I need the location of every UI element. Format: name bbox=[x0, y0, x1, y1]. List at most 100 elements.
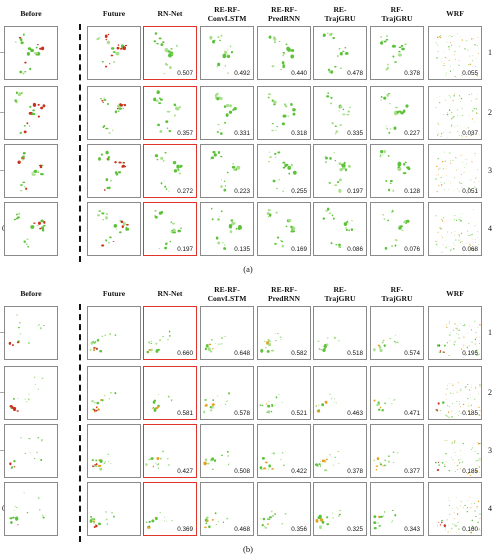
echo-blob bbox=[382, 214, 384, 215]
echo-blob bbox=[268, 518, 271, 519]
echo-blob bbox=[162, 336, 164, 337]
radar-map bbox=[5, 367, 57, 419]
echo-blob bbox=[16, 315, 17, 316]
echo-blob bbox=[27, 52, 30, 56]
echo-blob bbox=[102, 336, 103, 337]
echo-blob bbox=[479, 460, 480, 461]
echo-blob bbox=[22, 182, 25, 184]
echo-blob bbox=[445, 529, 446, 530]
echo-blob bbox=[28, 438, 30, 439]
echo-blob bbox=[460, 36, 461, 37]
echo-blob bbox=[478, 354, 479, 355]
echo-blob bbox=[318, 409, 320, 411]
echo-blob bbox=[454, 215, 455, 216]
echo-blob bbox=[146, 522, 148, 523]
echo-blob bbox=[20, 437, 21, 438]
echo-blob bbox=[102, 219, 103, 220]
echo-blob bbox=[211, 339, 213, 341]
echo-blob bbox=[98, 157, 101, 161]
echo-blob bbox=[331, 242, 333, 244]
echo-blob bbox=[453, 69, 454, 70]
echo-blob bbox=[31, 172, 33, 173]
echo-blob bbox=[445, 247, 446, 248]
echo-blob bbox=[455, 455, 456, 456]
echo-blob bbox=[440, 177, 441, 178]
echo-blob bbox=[344, 162, 346, 164]
echo-blob bbox=[454, 442, 455, 443]
echo-blob bbox=[96, 407, 98, 409]
echo-blob bbox=[455, 328, 456, 329]
radar-map bbox=[5, 483, 57, 535]
echo-blob bbox=[286, 44, 288, 46]
map-cell-wrf: 0.185 bbox=[428, 366, 482, 420]
column-header-predrnn: RE-RF- PredRNN bbox=[257, 6, 311, 23]
echo-blob bbox=[472, 234, 473, 235]
echo-blob bbox=[382, 465, 383, 466]
score-label: 0.468 bbox=[234, 526, 250, 533]
echo-blob bbox=[467, 50, 468, 51]
echo-blob bbox=[474, 399, 475, 400]
echo-blob bbox=[19, 132, 22, 134]
echo-blob bbox=[403, 163, 405, 166]
echo-blob bbox=[228, 392, 230, 394]
echo-blob bbox=[171, 230, 173, 231]
row-index-label: 4 bbox=[484, 224, 496, 233]
echo-blob bbox=[329, 71, 331, 73]
echo-blob bbox=[154, 40, 157, 42]
echo-blob bbox=[123, 166, 126, 167]
echo-blob bbox=[165, 63, 166, 64]
echo-blob bbox=[235, 168, 237, 170]
echo-blob bbox=[455, 239, 456, 240]
echo-blob bbox=[446, 462, 447, 463]
map-cell-rnnet: 0.272 bbox=[143, 144, 197, 198]
echo-blob bbox=[107, 41, 110, 45]
echo-blob bbox=[453, 343, 454, 344]
echo-blob bbox=[9, 342, 11, 345]
echo-blob bbox=[474, 503, 475, 504]
echo-blob bbox=[388, 189, 390, 192]
echo-blob bbox=[172, 232, 176, 234]
echo-blob bbox=[293, 230, 295, 232]
echo-blob bbox=[390, 183, 392, 184]
echo-blob bbox=[479, 343, 480, 344]
echo-blob bbox=[39, 165, 42, 167]
echo-blob bbox=[17, 161, 20, 164]
score-label: 0.422 bbox=[291, 468, 307, 475]
echo-blob bbox=[171, 520, 172, 521]
echo-blob bbox=[320, 461, 321, 462]
echo-blob bbox=[438, 124, 439, 125]
echo-blob bbox=[113, 241, 115, 242]
echo-blob bbox=[444, 466, 446, 467]
echo-blob bbox=[478, 466, 479, 467]
score-label: 0.128 bbox=[404, 188, 420, 195]
echo-blob bbox=[20, 38, 23, 41]
echo-blob bbox=[165, 48, 169, 52]
map-cell-rnnet: 0.427 bbox=[143, 424, 197, 478]
echo-blob bbox=[332, 513, 333, 514]
echo-blob bbox=[154, 400, 157, 402]
echo-blob bbox=[397, 162, 401, 167]
echo-blob bbox=[20, 333, 21, 334]
echo-blob bbox=[20, 184, 23, 186]
echo-blob bbox=[439, 227, 440, 228]
echo-blob bbox=[458, 337, 459, 339]
echo-blob bbox=[454, 55, 455, 56]
column-header-rnnet: RN-Net bbox=[143, 10, 197, 19]
echo-blob bbox=[220, 129, 221, 130]
echo-blob bbox=[395, 335, 396, 336]
echo-blob bbox=[10, 407, 11, 409]
echo-blob bbox=[16, 218, 19, 219]
echo-blob bbox=[452, 403, 453, 404]
echo-blob bbox=[267, 523, 269, 525]
echo-blob bbox=[441, 133, 442, 134]
echo-blob bbox=[105, 66, 107, 68]
echo-blob bbox=[109, 333, 111, 335]
echo-blob bbox=[454, 443, 455, 444]
echo-blob bbox=[395, 107, 398, 109]
radar-map bbox=[88, 87, 140, 139]
echo-blob bbox=[466, 40, 467, 41]
echo-blob bbox=[221, 455, 223, 457]
echo-blob bbox=[437, 134, 438, 135]
echo-blob bbox=[475, 451, 476, 452]
echo-blob bbox=[476, 337, 477, 338]
